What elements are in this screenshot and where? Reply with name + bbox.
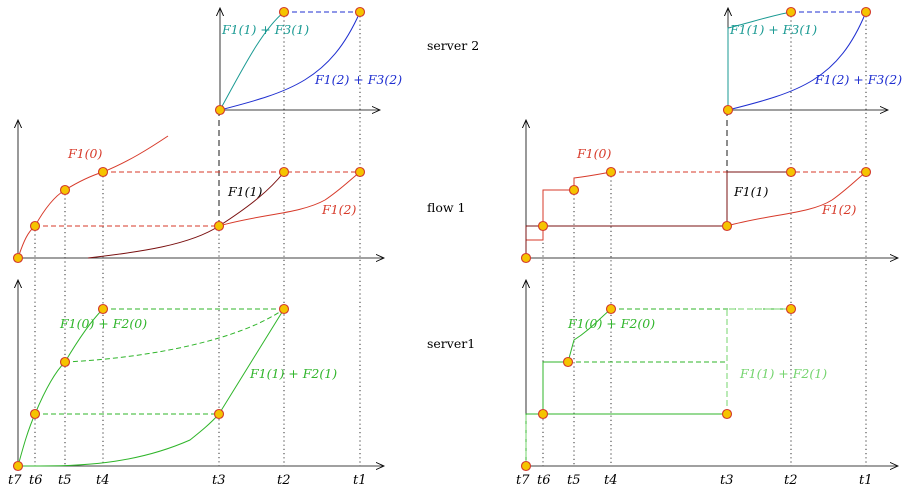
- point: [214, 104, 226, 116]
- label-f1-0: F1(0): [67, 146, 102, 161]
- label-s2-agg2: F1(2) + F3(2): [314, 72, 402, 87]
- s2-agg1-curve: [727, 11, 792, 110]
- point: [721, 220, 733, 232]
- left-time-ticks: t7 t6 t5 t4 t3 t2 t1: [8, 473, 367, 488]
- left-diagram: F1(1) + F3(1) F1(2) + F3(2) F1(0) F1(1) …: [8, 6, 402, 488]
- tick-t6: t6: [537, 473, 551, 488]
- f1-2-curve: [726, 171, 867, 227]
- label-f1-1: F1(1): [227, 184, 262, 199]
- point: [29, 408, 41, 420]
- s2-agg1-curve: [219, 11, 285, 111]
- point: [785, 303, 797, 315]
- tick-t1: t1: [353, 473, 367, 488]
- s1-agg0-curve: [525, 308, 612, 466]
- point: [12, 460, 24, 472]
- point: [537, 220, 549, 232]
- label-s1-agg0: F1(0) + F2(0): [567, 316, 655, 331]
- point: [520, 460, 532, 472]
- tick-t2: t2: [784, 473, 798, 488]
- f1-0-curve: [525, 171, 612, 258]
- label-f1-2: F1(2): [821, 202, 856, 217]
- tick-t3: t3: [212, 473, 226, 488]
- point: [860, 6, 872, 18]
- s1-agg1-curve: [525, 308, 791, 466]
- point: [29, 220, 41, 232]
- label-s2-agg1: F1(1) + F3(1): [729, 22, 817, 37]
- tick-t5: t5: [567, 473, 581, 488]
- tick-t6: t6: [29, 473, 43, 488]
- s1-dashed-curve: [64, 308, 285, 363]
- point: [562, 356, 574, 368]
- label-f1-1: F1(1): [733, 184, 768, 199]
- point: [537, 408, 549, 420]
- point: [59, 184, 71, 196]
- label-s1-agg1: F1(1) + F2(1): [739, 366, 827, 381]
- point: [213, 408, 225, 420]
- point: [785, 6, 797, 18]
- left-points: [12, 6, 366, 472]
- tick-t1: t1: [859, 473, 873, 488]
- point: [278, 6, 290, 18]
- point: [568, 184, 580, 196]
- point: [97, 303, 109, 315]
- point: [520, 252, 532, 264]
- right-points: [520, 6, 872, 472]
- point: [59, 356, 71, 368]
- point: [278, 303, 290, 315]
- tick-t2: t2: [277, 473, 291, 488]
- row-label-server1: server1: [427, 336, 475, 351]
- s2-agg2-curve: [219, 11, 361, 111]
- point: [278, 166, 290, 178]
- time-guides: [542, 12, 867, 466]
- f1-2-curve: [218, 171, 361, 227]
- label-s2-agg2: F1(2) + F3(2): [814, 72, 902, 87]
- point: [785, 166, 797, 178]
- tick-t4: t4: [96, 473, 110, 488]
- right-diagram: F1(1) + F3(1) F1(2) + F3(2) F1(0) F1(1) …: [516, 6, 902, 488]
- label-s2-agg1: F1(1) + F3(1): [221, 22, 309, 37]
- label-f1-2: F1(2): [321, 202, 356, 217]
- point: [860, 166, 872, 178]
- point: [605, 166, 617, 178]
- tick-t5: t5: [58, 473, 72, 488]
- row-label-server2: server 2: [427, 38, 479, 53]
- label-s1-agg0: F1(0) + F2(0): [59, 316, 147, 331]
- point: [354, 166, 366, 178]
- tick-t7: t7: [8, 473, 22, 488]
- point: [722, 104, 734, 116]
- s2-agg2-curve: [727, 11, 867, 111]
- point: [721, 408, 733, 420]
- s1-agg0-curve: [17, 308, 104, 467]
- tick-t7: t7: [516, 473, 530, 488]
- label-f1-0: F1(0): [576, 146, 611, 161]
- point: [12, 252, 24, 264]
- right-time-ticks: t7 t6 t5 t4 t3 t2 t1: [516, 473, 873, 488]
- point: [97, 166, 109, 178]
- point: [354, 6, 366, 18]
- label-s1-agg1: F1(1) + F2(1): [249, 366, 337, 381]
- time-guides: [34, 12, 361, 466]
- tick-t3: t3: [720, 473, 734, 488]
- tick-t4: t4: [604, 473, 618, 488]
- row-label-flow1: flow 1: [427, 200, 466, 215]
- s1-agg1-curve: [18, 308, 285, 467]
- point: [213, 220, 225, 232]
- point: [605, 303, 617, 315]
